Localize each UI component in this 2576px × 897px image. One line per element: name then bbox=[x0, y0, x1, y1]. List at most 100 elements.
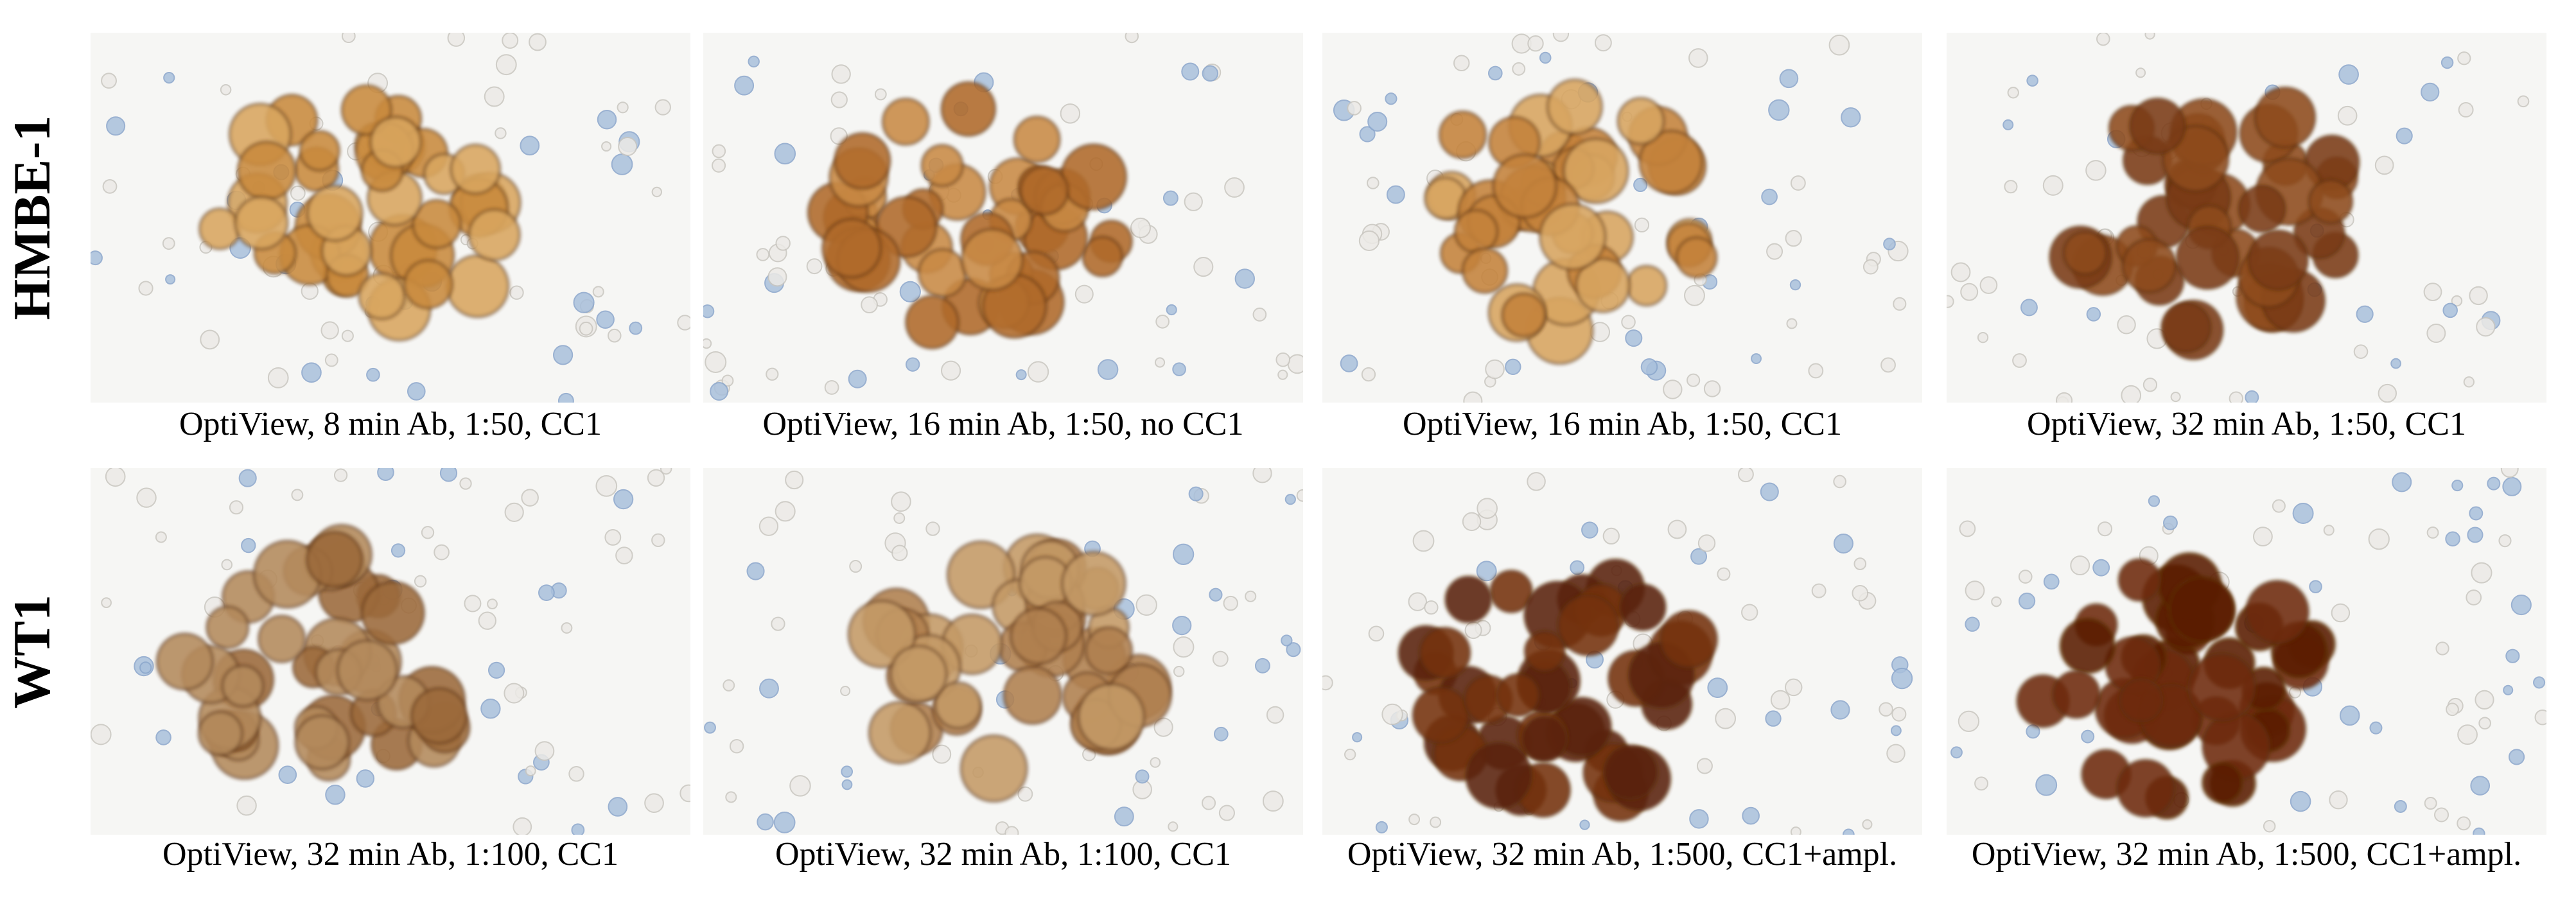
background-cell bbox=[1581, 521, 1599, 539]
background-cell bbox=[721, 374, 734, 387]
background-cell bbox=[1527, 472, 1546, 491]
background-cell bbox=[525, 765, 536, 777]
background-cell bbox=[1811, 583, 1827, 598]
background-cell bbox=[163, 72, 175, 84]
micrograph-content bbox=[1322, 33, 1922, 403]
background-cell bbox=[155, 729, 171, 745]
row-label: HMBE-1 bbox=[3, 116, 61, 320]
background-cell bbox=[1594, 34, 1612, 52]
background-cell bbox=[1154, 357, 1166, 368]
background-cell bbox=[1950, 262, 1971, 283]
background-cell bbox=[2292, 503, 2314, 525]
background-cell bbox=[291, 489, 304, 501]
background-cell bbox=[1464, 621, 1482, 640]
background-cell bbox=[1202, 65, 1219, 82]
background-cell bbox=[1408, 592, 1427, 611]
background-cell bbox=[608, 328, 622, 343]
background-cell bbox=[1188, 486, 1204, 501]
background-cell bbox=[538, 584, 555, 602]
stained-cell bbox=[2052, 670, 2101, 719]
background-cell bbox=[1201, 796, 1216, 810]
background-cell bbox=[1790, 175, 1806, 191]
background-cell bbox=[608, 797, 628, 817]
background-cell bbox=[677, 315, 690, 331]
background-cell bbox=[2329, 790, 2348, 810]
background-cell bbox=[1828, 34, 1850, 56]
background-cell bbox=[1173, 665, 1185, 677]
background-cell bbox=[2442, 302, 2458, 318]
background-cell bbox=[1784, 678, 1803, 697]
background-cell bbox=[2498, 534, 2512, 548]
stained-cell bbox=[450, 144, 501, 195]
background-cell bbox=[729, 739, 744, 754]
background-cell bbox=[221, 559, 233, 571]
background-cell bbox=[1883, 238, 1896, 250]
caption: OptiView, 16 min Ab, 1:50, no CC1 bbox=[763, 406, 1244, 442]
background-cell bbox=[2469, 286, 2488, 306]
background-cell bbox=[487, 598, 498, 610]
background-cell bbox=[2369, 721, 2383, 735]
background-cell bbox=[1223, 595, 1238, 611]
background-cell bbox=[2463, 376, 2475, 388]
background-cell bbox=[1979, 276, 1998, 294]
background-cell bbox=[138, 281, 153, 296]
background-cell bbox=[2018, 592, 2036, 610]
stained-cell bbox=[2121, 238, 2177, 293]
background-cell bbox=[1703, 380, 1721, 397]
background-cell bbox=[1277, 369, 1288, 380]
background-cell bbox=[571, 823, 585, 835]
background-cell bbox=[2007, 87, 2019, 99]
background-cell bbox=[1634, 217, 1650, 233]
background-cell bbox=[1833, 475, 1846, 489]
background-cell bbox=[1275, 352, 1291, 367]
micrograph bbox=[1322, 468, 1922, 835]
background-cell bbox=[830, 91, 848, 109]
background-cell bbox=[1633, 177, 1648, 193]
background-cell bbox=[2338, 64, 2359, 85]
stained-cell bbox=[2117, 558, 2161, 602]
background-cell bbox=[1959, 520, 1976, 537]
background-cell bbox=[2517, 95, 2530, 108]
background-cell bbox=[703, 338, 712, 349]
stained-cell bbox=[198, 207, 241, 250]
background-cell bbox=[579, 321, 593, 336]
stained-cell bbox=[1454, 209, 1498, 254]
caption: OptiView, 32 min Ab, 1:500, CC1+ampl. bbox=[1972, 836, 2521, 873]
stained-cell bbox=[1602, 744, 1658, 800]
stained-cell bbox=[299, 130, 340, 171]
background-cell bbox=[1135, 769, 1150, 784]
background-cell bbox=[421, 526, 435, 539]
background-cell bbox=[513, 817, 532, 835]
background-cell bbox=[101, 73, 117, 89]
background-cell bbox=[615, 546, 633, 564]
background-cell bbox=[1352, 732, 1363, 743]
background-cell bbox=[2421, 82, 2440, 102]
background-cell bbox=[654, 99, 671, 116]
stained-cell bbox=[341, 84, 392, 135]
background-cell bbox=[1808, 363, 1824, 379]
background-cell bbox=[611, 153, 633, 175]
background-cell bbox=[2508, 749, 2525, 765]
background-cell bbox=[1621, 315, 1636, 329]
stained-cell bbox=[2160, 302, 2211, 353]
stained-cell bbox=[934, 681, 982, 729]
background-cell bbox=[712, 158, 726, 173]
background-cell bbox=[789, 775, 811, 797]
background-cell bbox=[1213, 726, 1229, 742]
background-cell bbox=[2097, 521, 2113, 537]
background-cell bbox=[660, 468, 672, 475]
background-cell bbox=[1667, 519, 1687, 539]
background-cell bbox=[1890, 725, 1902, 736]
background-cell bbox=[1688, 48, 1708, 68]
background-cell bbox=[1505, 358, 1521, 375]
background-cell bbox=[106, 116, 126, 136]
background-cell bbox=[1786, 318, 1798, 329]
stained-cell bbox=[2202, 762, 2243, 804]
stained-cell bbox=[1060, 143, 1127, 211]
stained-cell bbox=[2308, 179, 2353, 224]
background-cell bbox=[2424, 797, 2437, 810]
background-cell bbox=[324, 353, 338, 367]
background-cell bbox=[573, 292, 595, 313]
background-cell bbox=[1027, 361, 1049, 383]
